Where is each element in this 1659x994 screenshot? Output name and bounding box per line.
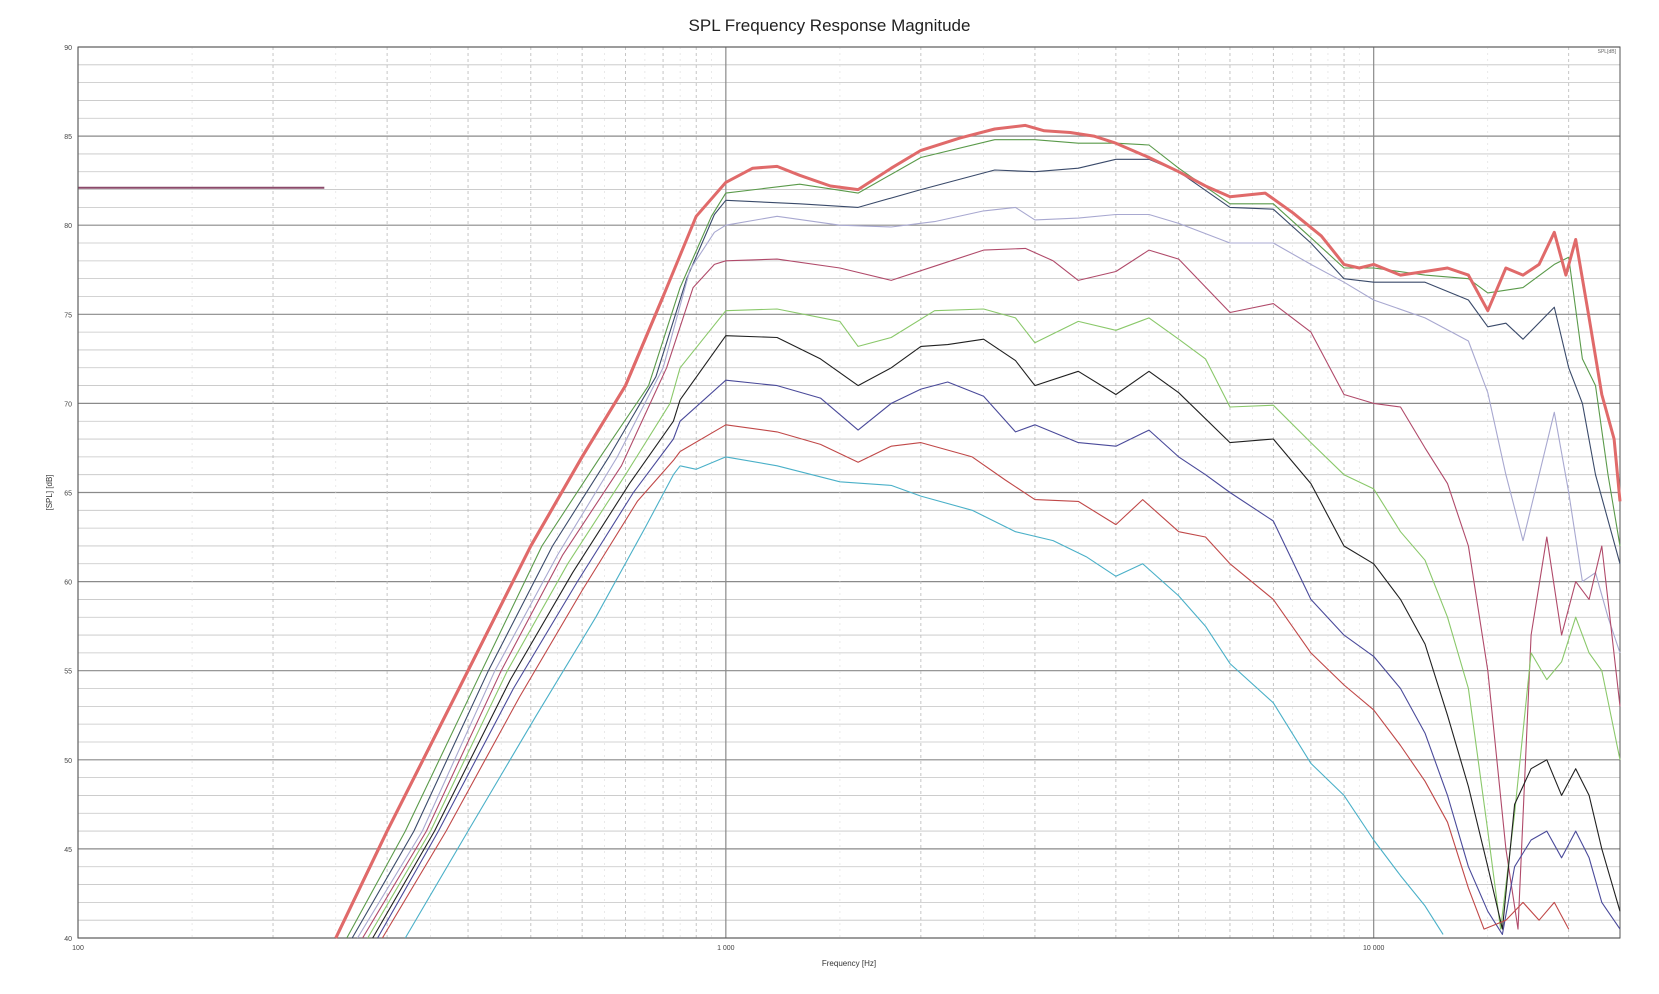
y-axis-label: [SPL] [dB] — [45, 474, 54, 510]
series-low-end-line-2 — [346, 192, 727, 939]
series-low-end-line-8 — [377, 421, 681, 939]
grid-layer — [77, 46, 1620, 939]
series-line-9 — [679, 424, 1570, 930]
y-tick-label: 85 — [64, 134, 72, 141]
y-tick-label: 90 — [64, 45, 72, 52]
y-tick-label: 45 — [64, 847, 72, 854]
series-line-4 — [725, 206, 1621, 654]
series-line-3 — [725, 158, 1621, 564]
x-tick-label: 10 000 — [1363, 945, 1385, 952]
y-tick-label: 60 — [64, 580, 72, 587]
series-low-end-line-9 — [381, 451, 681, 939]
corner-note: SPL[dB] — [1598, 49, 1617, 55]
x-tick-label: 1 000 — [717, 945, 735, 952]
series-low-end-line-5 — [362, 260, 726, 939]
series-low-end-line-4 — [357, 224, 727, 939]
series-low-end-line-3 — [351, 199, 727, 939]
y-tick-label: 70 — [64, 401, 72, 408]
x-tick-label: 100 — [72, 945, 84, 952]
y-tick-label: 50 — [64, 758, 72, 765]
series-low-end-line-10 — [404, 465, 681, 939]
series-low-end-line-6 — [367, 367, 681, 939]
series-layer — [334, 123, 1622, 939]
series-line-8 — [679, 379, 1621, 935]
y-tick-label: 55 — [64, 669, 72, 676]
series-line-6 — [679, 308, 1621, 930]
series-line-10 — [679, 456, 1444, 935]
y-tick-label: 75 — [64, 312, 72, 319]
chart-title: SPL Frequency Response Magnitude — [688, 16, 971, 35]
y-tick-label: 40 — [64, 936, 72, 943]
tick-layer: 40 45 50 55 60 65 70 75 80 85 90 100 1 000 10 000 — [64, 45, 1384, 952]
series-line-1 — [334, 123, 1622, 939]
y-tick-label: 80 — [64, 223, 72, 230]
x-axis-label: Frequency [Hz] — [822, 959, 876, 968]
series-line-5 — [725, 247, 1621, 930]
series-line-2 — [725, 139, 1621, 547]
series-line-7 — [679, 335, 1621, 930]
y-tick-label: 65 — [64, 491, 72, 498]
series-low-end-line-7 — [372, 399, 681, 939]
